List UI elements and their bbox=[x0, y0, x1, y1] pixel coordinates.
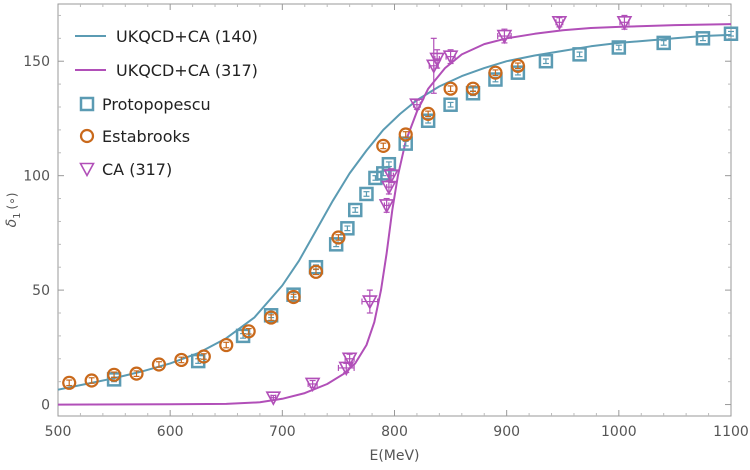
data-point bbox=[359, 186, 374, 202]
y-axis-label-subscript: 1 bbox=[12, 212, 23, 218]
x-tick-label: 1100 bbox=[713, 424, 749, 440]
data-point bbox=[347, 202, 363, 218]
y-tick-label: 50 bbox=[32, 283, 50, 299]
y-tick-label: 0 bbox=[41, 398, 50, 414]
data-point bbox=[196, 349, 211, 364]
data-point bbox=[723, 26, 739, 42]
data-point bbox=[328, 237, 344, 252]
data-point bbox=[84, 373, 99, 388]
data-point bbox=[286, 289, 301, 305]
data-point bbox=[265, 391, 282, 406]
data-point bbox=[695, 31, 711, 46]
data-point bbox=[151, 357, 167, 372]
x-tick-label: 700 bbox=[269, 424, 296, 440]
data-point bbox=[656, 35, 671, 51]
x-tick-label: 500 bbox=[45, 424, 72, 440]
y-axis-label-unit: (∘) bbox=[5, 193, 19, 210]
data-point bbox=[488, 65, 503, 80]
x-tick-label: 1000 bbox=[601, 424, 637, 440]
data-point bbox=[465, 81, 481, 96]
x-tick-label: 600 bbox=[157, 424, 184, 440]
y-tick-label: 150 bbox=[23, 54, 50, 70]
data-point bbox=[241, 324, 256, 339]
data-point bbox=[611, 40, 627, 55]
data-point bbox=[331, 230, 346, 245]
data-point bbox=[376, 138, 391, 154]
data-point bbox=[129, 366, 144, 381]
data-point bbox=[308, 264, 324, 279]
legend-label: UKQCD+CA (140) bbox=[116, 27, 258, 46]
y-axis-label: δ1 (∘) bbox=[4, 193, 23, 228]
data-point bbox=[443, 81, 458, 96]
data-point bbox=[421, 106, 436, 121]
legend: UKQCD+CA (140) UKQCD+CA (317) Protopopescu… bbox=[75, 27, 258, 179]
legend-label: Protopopescu bbox=[102, 95, 211, 114]
legend-label: Estabrooks bbox=[102, 127, 190, 146]
legend-marker-swatch bbox=[79, 96, 95, 112]
data-point bbox=[264, 310, 279, 325]
legend-marker-swatch bbox=[79, 162, 95, 178]
axis-ticks: 500 600 700 800 900 1000 1100 0 50 100 150 bbox=[23, 4, 749, 440]
x-tick-label: 800 bbox=[381, 424, 408, 440]
data-point bbox=[62, 375, 77, 390]
series-lines bbox=[57, 23, 732, 406]
x-axis-label: E(MeV) bbox=[369, 448, 419, 464]
data-point bbox=[572, 47, 587, 62]
legend-label: CA (317) bbox=[102, 160, 172, 179]
series-line bbox=[57, 23, 732, 406]
data-point bbox=[398, 127, 413, 142]
data-point bbox=[538, 53, 554, 69]
data-point bbox=[174, 352, 189, 368]
series-points bbox=[62, 14, 739, 406]
legend-label: UKQCD+CA (317) bbox=[116, 61, 258, 80]
data-point bbox=[219, 337, 234, 353]
series-line bbox=[57, 33, 732, 391]
data-point bbox=[106, 367, 122, 382]
x-tick-label: 900 bbox=[493, 424, 520, 440]
data-point bbox=[368, 170, 383, 186]
y-tick-label: 100 bbox=[23, 169, 50, 185]
y-axis-label-symbol: δ bbox=[4, 219, 20, 228]
data-point bbox=[510, 58, 525, 73]
y-axis-label-text: δ1 (∘) bbox=[4, 193, 23, 228]
data-point bbox=[340, 221, 355, 236]
legend-marker-swatch bbox=[79, 128, 95, 144]
data-point bbox=[443, 97, 458, 112]
